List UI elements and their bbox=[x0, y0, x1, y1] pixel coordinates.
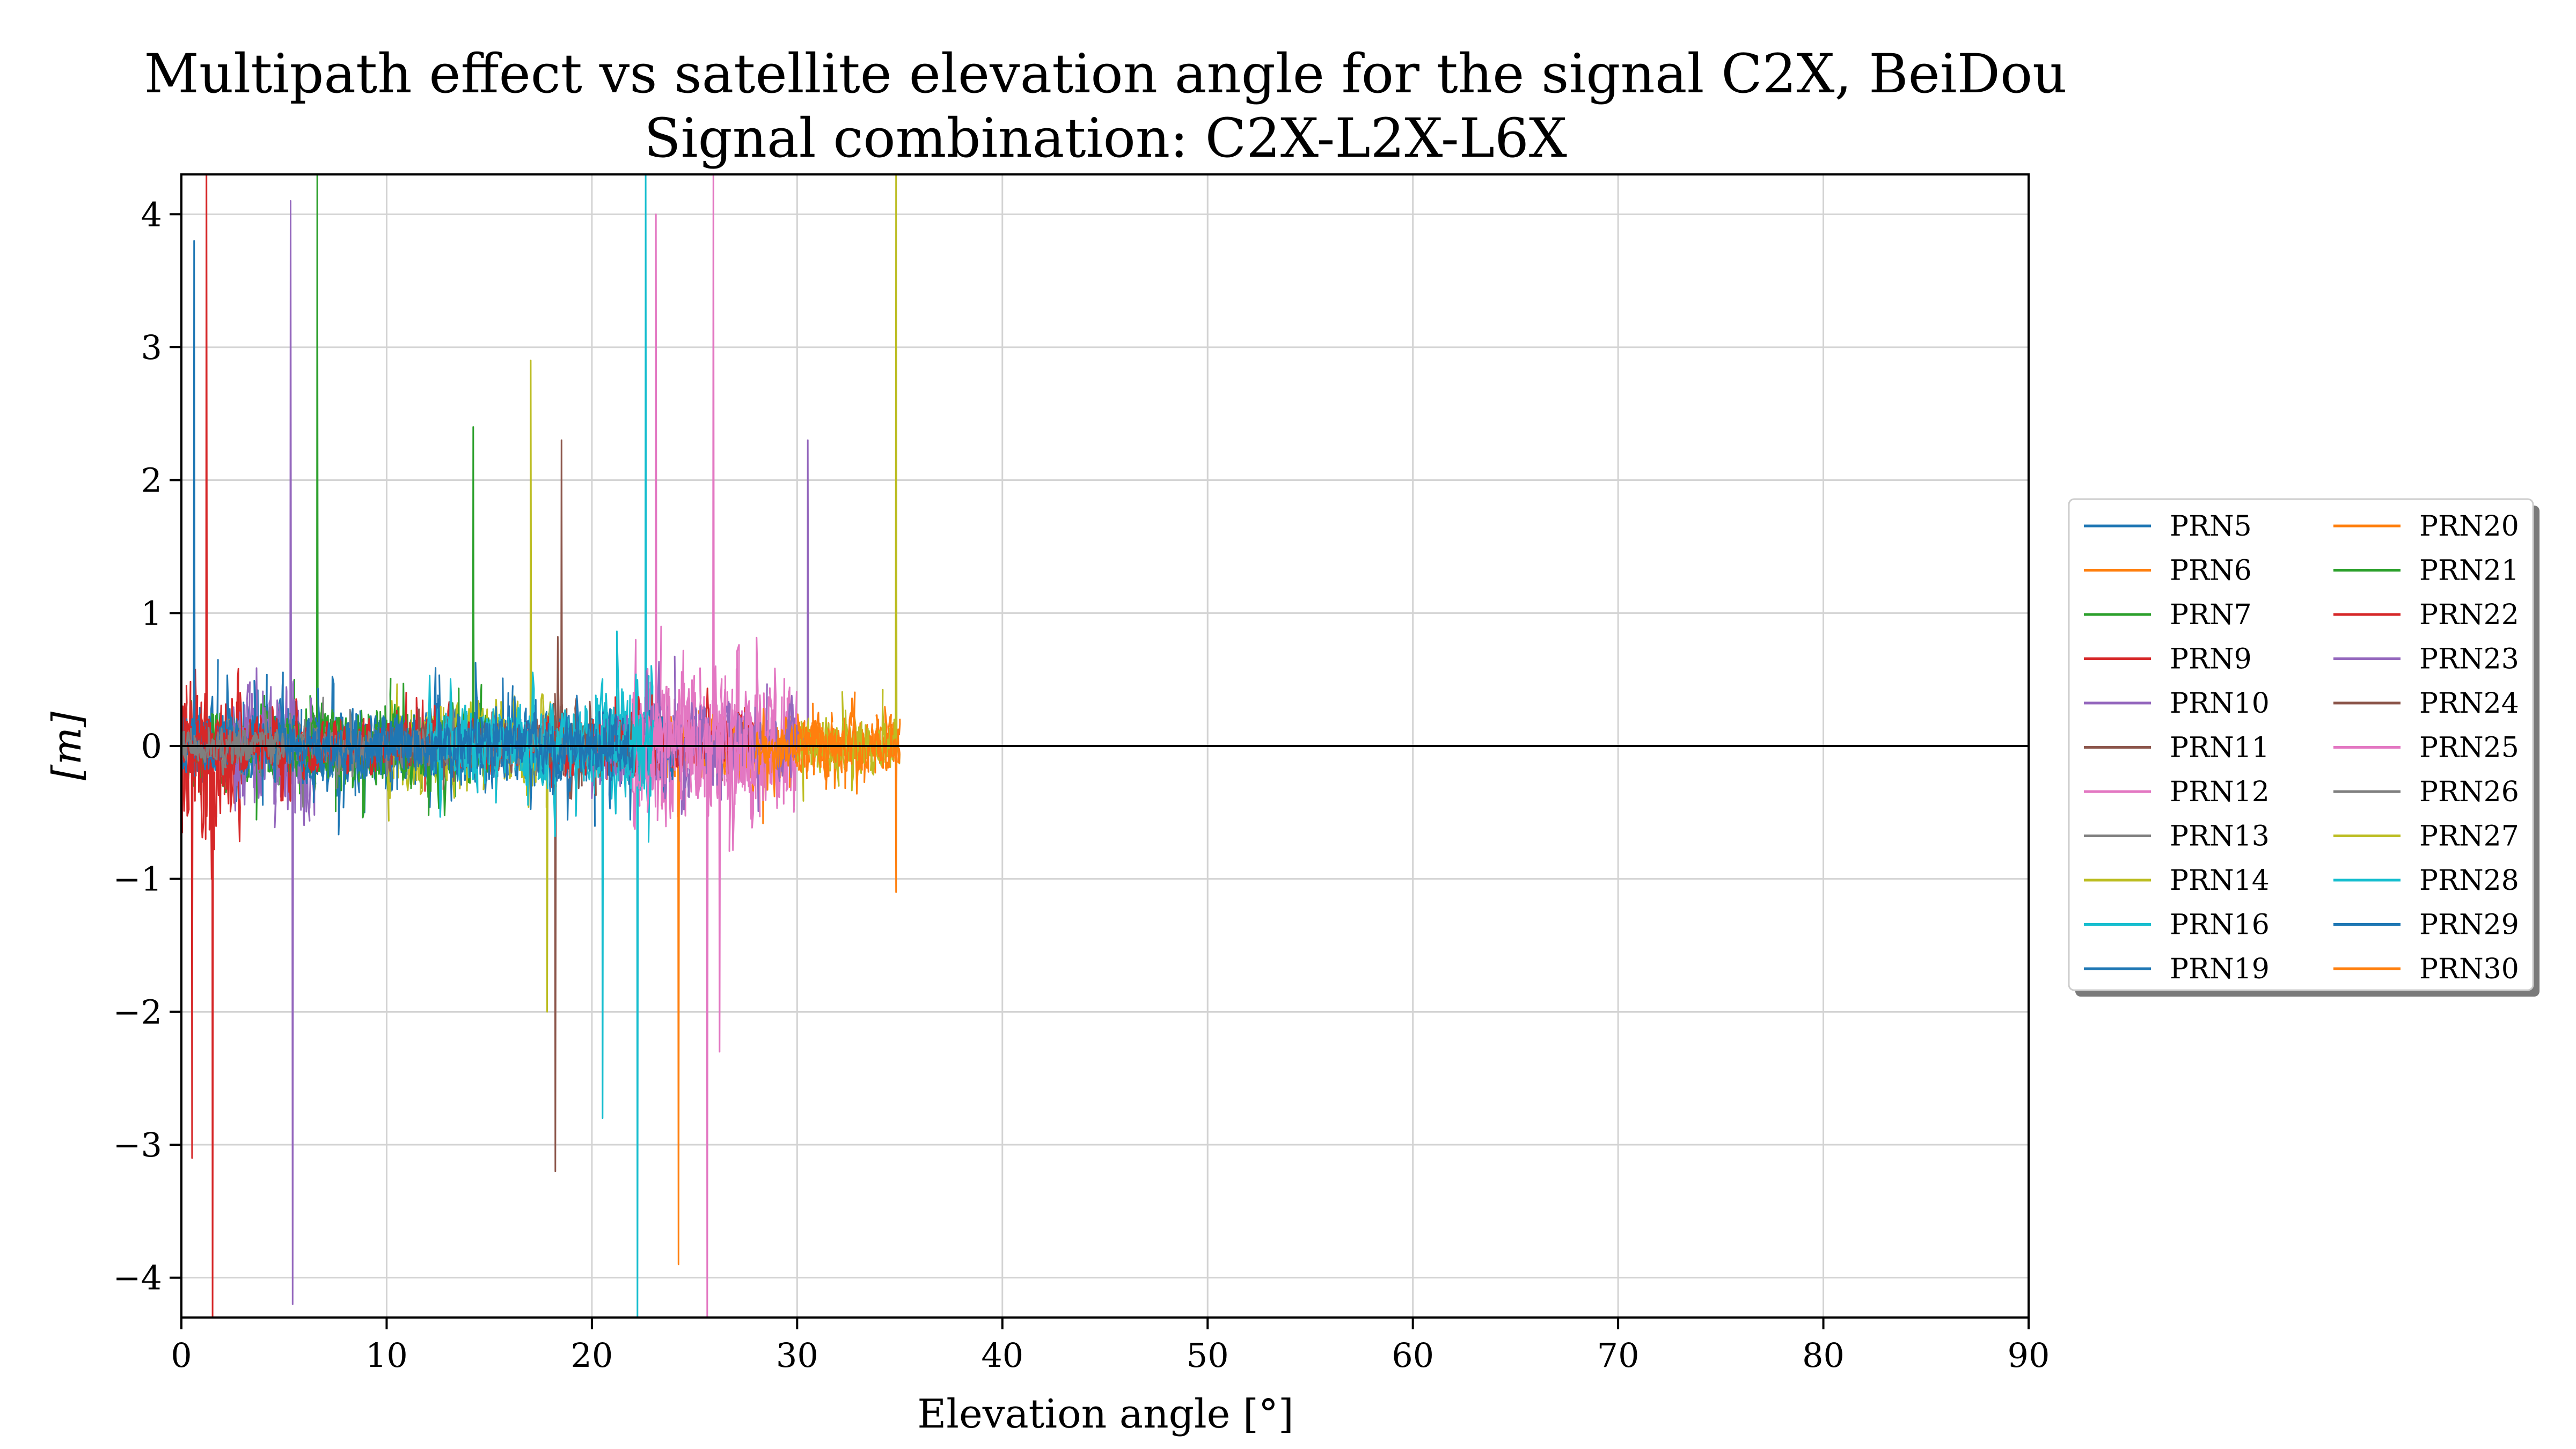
legend-label: PRN25 bbox=[2419, 732, 2519, 764]
x-axis-label: Elevation angle [°] bbox=[917, 1391, 1293, 1437]
legend-label: PRN22 bbox=[2419, 599, 2519, 631]
y-axis-label: [m] bbox=[44, 712, 90, 780]
chart-subtitle: Signal combination: C2X-L2X-L6X bbox=[644, 107, 1567, 170]
y-tick-label: −4 bbox=[113, 1258, 162, 1298]
legend-label: PRN9 bbox=[2170, 643, 2252, 676]
y-axis: −4 −3 −2 −1 0 1 2 3 4 bbox=[113, 195, 181, 1298]
x-tick-label: 10 bbox=[365, 1336, 408, 1375]
y-tick-label: 1 bbox=[141, 594, 162, 633]
y-tick-label: −1 bbox=[113, 860, 162, 899]
x-axis: 0 10 20 30 40 50 60 70 80 90 bbox=[171, 1318, 2050, 1375]
legend-label: PRN23 bbox=[2419, 643, 2519, 676]
legend-label: PRN19 bbox=[2170, 953, 2270, 985]
series-line-prn25 bbox=[632, 213, 778, 1053]
x-tick-label: 40 bbox=[981, 1336, 1023, 1375]
x-tick-label: 80 bbox=[1802, 1336, 1845, 1375]
legend-label: PRN30 bbox=[2419, 953, 2519, 985]
chart-title: Multipath effect vs satellite elevation … bbox=[144, 42, 2067, 105]
y-tick-label: 4 bbox=[141, 195, 162, 234]
y-tick-label: 0 bbox=[141, 727, 162, 766]
x-tick-label: 60 bbox=[1392, 1336, 1434, 1375]
y-tick-label: −3 bbox=[113, 1125, 162, 1165]
legend-label: PRN16 bbox=[2170, 909, 2270, 941]
legend-label: PRN13 bbox=[2170, 821, 2270, 853]
x-tick-label: 90 bbox=[2008, 1336, 2050, 1375]
legend-box bbox=[2068, 498, 2534, 991]
series-line-prn10 bbox=[232, 200, 316, 1305]
y-tick-label: −2 bbox=[113, 992, 162, 1031]
legend-label: PRN5 bbox=[2170, 510, 2252, 543]
series-line-prn30 bbox=[755, 691, 901, 797]
legend-label: PRN24 bbox=[2419, 687, 2519, 720]
legend-label: PRN7 bbox=[2170, 599, 2252, 631]
legend-label: PRN12 bbox=[2170, 776, 2270, 808]
series-layer bbox=[181, 174, 901, 1318]
legend-label: PRN10 bbox=[2170, 687, 2270, 720]
x-tick-label: 50 bbox=[1187, 1336, 1229, 1375]
series-line-prn28 bbox=[426, 671, 655, 1119]
legend-label: PRN20 bbox=[2419, 510, 2519, 543]
x-tick-label: 30 bbox=[776, 1336, 818, 1375]
y-tick-label: 3 bbox=[141, 328, 162, 367]
legend-label: PRN6 bbox=[2170, 555, 2252, 587]
series-line-prn29 bbox=[283, 694, 634, 802]
x-tick-label: 0 bbox=[171, 1336, 192, 1375]
x-tick-label: 70 bbox=[1597, 1336, 1640, 1375]
x-tick-label: 20 bbox=[570, 1336, 613, 1375]
legend-label: PRN11 bbox=[2170, 732, 2270, 764]
legend-label: PRN21 bbox=[2419, 555, 2519, 587]
legend: PRN5 PRN6 PRN7 PRN9 PRN10 PRN11 PRN12 PRN13 PRN1… bbox=[2068, 498, 2540, 997]
legend-label: PRN26 bbox=[2419, 776, 2519, 808]
legend-label: PRN28 bbox=[2419, 865, 2519, 897]
y-tick-label: 2 bbox=[141, 461, 162, 500]
legend-label: PRN27 bbox=[2419, 821, 2519, 853]
legend-label: PRN14 bbox=[2170, 865, 2270, 897]
legend-label: PRN29 bbox=[2419, 909, 2519, 941]
